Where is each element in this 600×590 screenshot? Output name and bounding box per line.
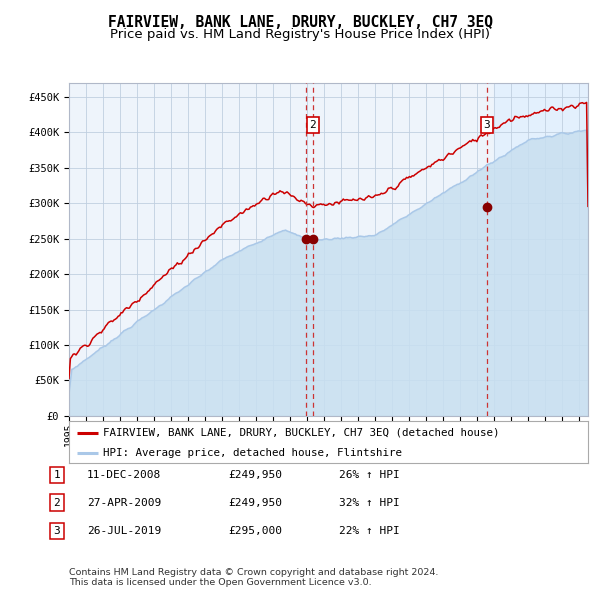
Text: 32% ↑ HPI: 32% ↑ HPI [339,498,400,507]
Text: 22% ↑ HPI: 22% ↑ HPI [339,526,400,536]
Text: £295,000: £295,000 [228,526,282,536]
Text: 27-APR-2009: 27-APR-2009 [87,498,161,507]
Text: FAIRVIEW, BANK LANE, DRURY, BUCKLEY, CH7 3EQ (detached house): FAIRVIEW, BANK LANE, DRURY, BUCKLEY, CH7… [103,428,499,438]
Text: 11-DEC-2008: 11-DEC-2008 [87,470,161,480]
Text: 3: 3 [53,526,61,536]
Text: HPI: Average price, detached house, Flintshire: HPI: Average price, detached house, Flin… [103,448,402,457]
Text: 26% ↑ HPI: 26% ↑ HPI [339,470,400,480]
Text: Contains HM Land Registry data © Crown copyright and database right 2024.
This d: Contains HM Land Registry data © Crown c… [69,568,439,587]
Text: 2: 2 [309,120,316,130]
Text: 1: 1 [53,470,61,480]
Text: 26-JUL-2019: 26-JUL-2019 [87,526,161,536]
Text: 2: 2 [53,498,61,507]
Text: 3: 3 [484,120,490,130]
Text: £249,950: £249,950 [228,498,282,507]
Text: £249,950: £249,950 [228,470,282,480]
Text: Price paid vs. HM Land Registry's House Price Index (HPI): Price paid vs. HM Land Registry's House … [110,28,490,41]
Bar [494,83,588,416]
Text: FAIRVIEW, BANK LANE, DRURY, BUCKLEY, CH7 3EQ: FAIRVIEW, BANK LANE, DRURY, BUCKLEY, CH7… [107,15,493,30]
